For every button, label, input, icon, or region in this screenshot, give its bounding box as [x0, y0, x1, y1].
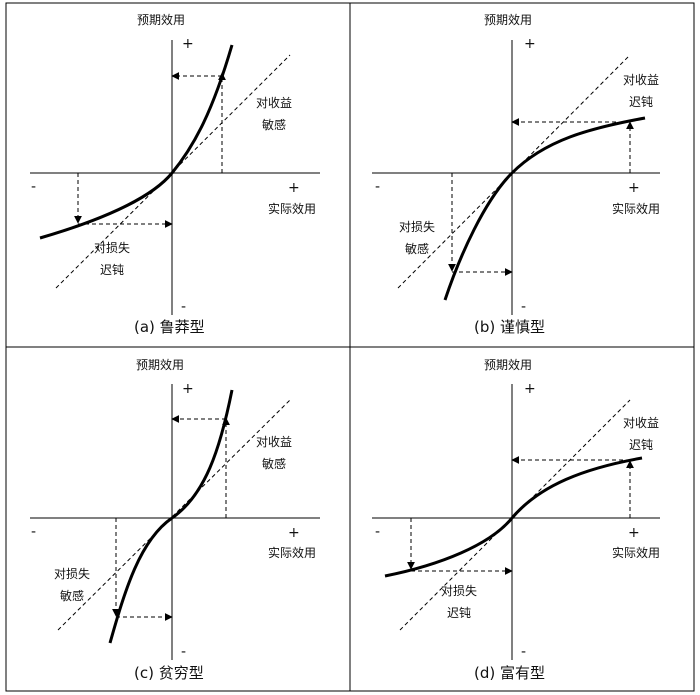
gain-label-line2: 敏感 — [262, 456, 286, 471]
gain-label-line2: 敏感 — [262, 117, 286, 132]
gain-label-line1: 对收益 — [256, 96, 292, 110]
x-plus: + — [288, 180, 300, 196]
y-minus: - — [521, 644, 526, 660]
panel-caption: (d) 富有型 — [474, 664, 545, 682]
x-plus: + — [288, 525, 300, 541]
gain-arrows — [171, 415, 230, 518]
x-axis-label: 实际效用 — [612, 545, 660, 560]
y-minus: - — [181, 644, 186, 660]
utility-curve — [384, 456, 643, 578]
x-axis-label: 实际效用 — [612, 201, 660, 216]
loss-label-line1: 对损失 — [441, 583, 477, 598]
gain-label-line2: 迟钝 — [629, 438, 653, 452]
gain-label-line2: 迟钝 — [629, 95, 653, 109]
loss-arrows — [74, 173, 173, 228]
panel-a: 预期效用 + - - + 实际效用 对收益 敏感 对损失 迟钝 (a) 鲁莽型 — [30, 12, 320, 336]
gain-arrows — [511, 456, 634, 518]
panel-caption: (b) 谨慎型 — [474, 318, 545, 336]
y-minus: - — [521, 299, 526, 315]
y-plus: + — [182, 36, 194, 52]
y-minus: - — [181, 299, 186, 315]
loss-arrows — [448, 173, 513, 276]
panel-b: 预期效用 + - - + 实际效用 对收益 迟钝 对损失 敏感 (b) 谨慎型 — [372, 12, 660, 336]
loss-label-line2: 敏感 — [60, 588, 84, 603]
loss-label-line2: 敏感 — [405, 241, 429, 256]
panel-d: 预期效用 + - - + 实际效用 对收益 迟钝 对损失 迟钝 (d) 富有型 — [372, 357, 660, 682]
utility-curve — [108, 389, 234, 644]
x-minus: - — [375, 179, 380, 195]
y-plus: + — [182, 381, 194, 397]
gain-label-line1: 对收益 — [256, 435, 292, 449]
panel-c: 预期效用 + - - + 实际效用 对收益 敏感 对损失 敏感 (c) 贫穷型 — [30, 357, 320, 682]
utility-curve — [39, 44, 234, 240]
y-axis-label: 预期效用 — [137, 12, 185, 27]
y-plus: + — [524, 36, 536, 52]
y-axis-label: 预期效用 — [136, 357, 184, 372]
gain-arrows — [171, 72, 226, 173]
x-minus: - — [31, 524, 36, 540]
x-axis-label: 实际效用 — [268, 545, 316, 560]
gain-label-line1: 对收益 — [623, 73, 659, 87]
panel-caption: (c) 贫穷型 — [134, 664, 204, 682]
y-axis-label: 预期效用 — [484, 357, 532, 372]
x-minus: - — [31, 179, 36, 195]
gain-arrows — [511, 118, 634, 173]
loss-label-line1: 对损失 — [54, 566, 90, 581]
reference-line — [55, 54, 291, 289]
loss-label-line2: 迟钝 — [100, 263, 124, 277]
y-axis-label: 预期效用 — [484, 12, 532, 27]
x-plus: + — [628, 525, 640, 541]
loss-arrows — [112, 518, 173, 621]
utility-curve — [443, 116, 646, 301]
loss-label-line1: 对损失 — [94, 240, 130, 255]
loss-arrows — [407, 518, 513, 575]
x-minus: - — [375, 524, 380, 540]
panel-caption: (a) 鲁莽型 — [134, 318, 205, 336]
x-plus: + — [628, 180, 640, 196]
loss-label-line2: 迟钝 — [447, 606, 471, 620]
x-axis-label: 实际效用 — [268, 201, 316, 216]
loss-label-line1: 对损失 — [399, 219, 435, 234]
y-plus: + — [524, 381, 536, 397]
gain-label-line1: 对收益 — [623, 416, 659, 430]
panel-grid — [5, 2, 695, 692]
